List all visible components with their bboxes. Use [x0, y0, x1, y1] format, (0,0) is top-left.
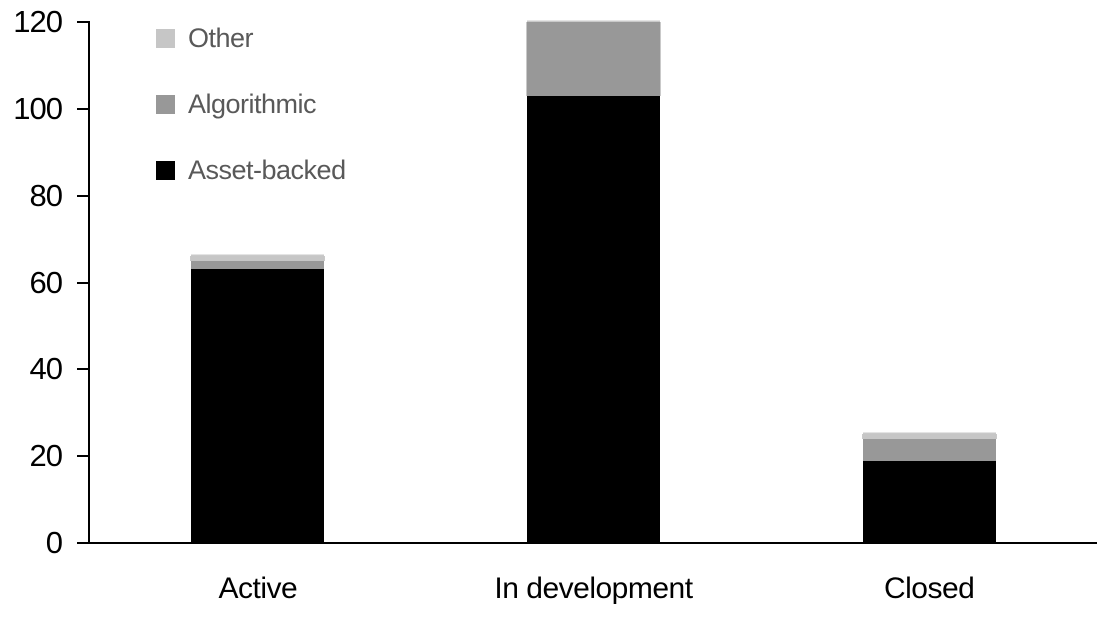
- legend-item-asset-backed: Asset-backed: [156, 157, 346, 184]
- legend-swatch-icon: [156, 161, 175, 180]
- legend-item-algorithmic: Algorithmic: [156, 89, 317, 119]
- bar-segment-algorithmic-active: [191, 260, 325, 270]
- y-axis-tick: [77, 21, 89, 23]
- y-tick-label: 20: [29, 438, 63, 474]
- y-axis-tick: [77, 368, 89, 371]
- legend-swatch-icon: [156, 29, 175, 48]
- y-tick-label: 40: [29, 351, 63, 387]
- legend-label: Algorithmic: [188, 89, 317, 119]
- legend-label: Other: [188, 23, 254, 53]
- bar-segment-asset-backed-in-development: [527, 95, 660, 543]
- bar-segment-other-active: [191, 256, 325, 261]
- y-tick-label: 0: [45, 525, 63, 560]
- y-axis-tick: [77, 194, 89, 197]
- x-category-label-active: Active: [218, 572, 298, 605]
- y-tick-label: 100: [13, 90, 63, 126]
- y-axis-tick: [77, 542, 89, 544]
- bar-segment-asset-backed-closed: [862, 460, 996, 543]
- y-tick-label: 120: [13, 4, 63, 39]
- bar-segment-algorithmic-in-development: [527, 22, 660, 96]
- y-tick-label: 80: [29, 177, 63, 213]
- legend-swatch-icon: [156, 95, 175, 114]
- y-axis-tick: [77, 455, 89, 458]
- x-axis-line: [88, 542, 1097, 544]
- legend-label: Asset-backed: [188, 155, 346, 185]
- bar-segment-asset-backed-active: [191, 269, 325, 543]
- x-category-label-in-development: In development: [494, 572, 693, 605]
- x-category-label-closed: Closed: [883, 572, 975, 605]
- bar-segment-algorithmic-closed: [862, 438, 996, 461]
- y-axis-tick: [77, 107, 89, 110]
- y-axis-tick: [77, 281, 89, 284]
- legend-item-other: Other: [156, 23, 254, 53]
- y-tick-label: 60: [29, 264, 63, 300]
- y-axis-line: [88, 21, 90, 544]
- bar-segment-other-closed: [862, 434, 996, 439]
